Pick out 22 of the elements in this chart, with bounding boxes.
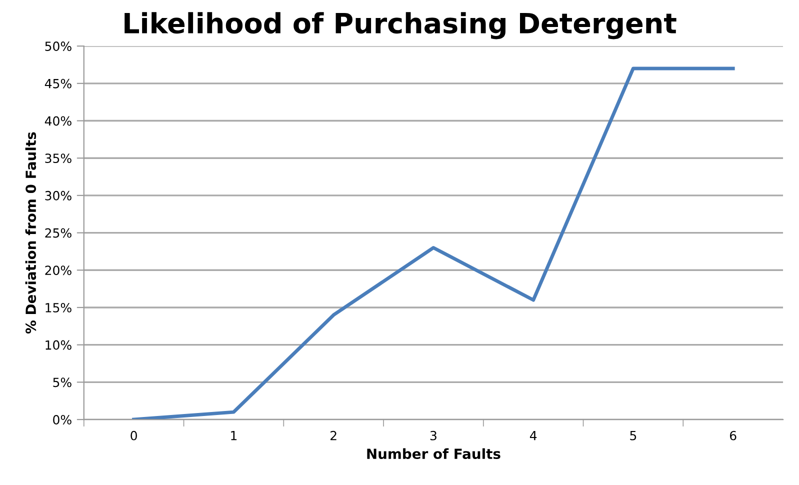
x-tick-label: 2 [330, 430, 336, 440]
line-series [132, 66, 735, 420]
x-tick-label: 6 [730, 430, 736, 440]
x-tick-label: 0 [130, 430, 137, 440]
x-axis-title: Number of Faults [367, 448, 500, 460]
y-tick-label: 30% [45, 190, 72, 200]
x-tick-label: 1 [231, 431, 237, 440]
y-tick-label: 40% [44, 116, 72, 126]
x-tick-label: 5 [630, 431, 636, 440]
x-tick-label: 4 [530, 431, 537, 440]
y-tick-label: 50% [45, 42, 72, 51]
y-tick-label: 15% [46, 302, 72, 312]
y-tick-label: 0% [53, 414, 72, 424]
y-tick-label: 25% [45, 228, 72, 238]
y-tick-label: 35% [45, 154, 72, 164]
y-tick-label: 10% [46, 340, 72, 350]
y-axis-title: % Deviation from 0 Faults [25, 132, 36, 334]
x-tick-label: 3 [430, 430, 436, 440]
chart-title: Likelihood of Purchasing Detergent [124, 12, 676, 40]
y-tick-label: 45% [44, 78, 72, 88]
y-tick-label: 20% [45, 266, 72, 276]
y-tick-label: 5% [53, 378, 72, 388]
